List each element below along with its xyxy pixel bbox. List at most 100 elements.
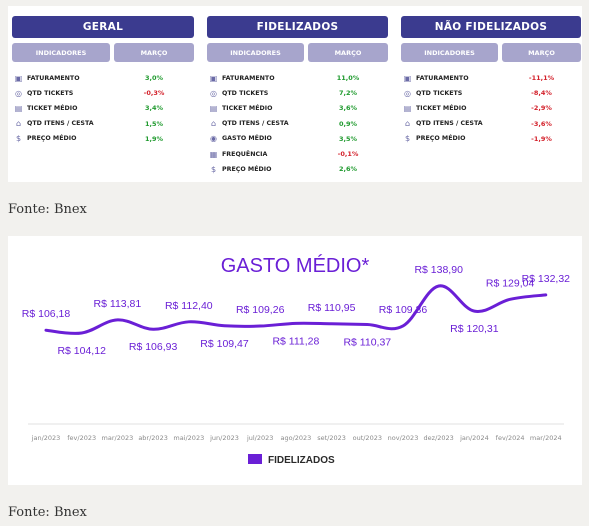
data-label: R$ 111,28	[272, 335, 319, 347]
table-row: ▣ FATURAMENTO	[401, 71, 498, 85]
table-row: ◎ QTD TICKETS	[401, 86, 498, 100]
indicator-value: 3,6%	[338, 104, 358, 113]
x-tick-label: jul/2023	[246, 434, 273, 442]
receipt-icon: ▤	[403, 103, 412, 113]
indicator-label: TICKET MÉDIO	[416, 104, 467, 112]
table-title: GERAL	[12, 16, 194, 38]
table-title: NÃO FIDELIZADOS	[401, 16, 581, 38]
data-label: R$ 120,31	[450, 323, 499, 335]
indicator-value: 1,5%	[144, 119, 164, 128]
coins-icon: ◉	[210, 134, 217, 144]
x-tick-label: mar/2024	[530, 434, 562, 442]
indicator-value: -11,1%	[528, 74, 555, 82]
indicator-value: -2,9%	[531, 104, 552, 113]
legend-label: FIDELIZADOS	[268, 455, 335, 466]
x-tick-label: mai/2023	[173, 434, 204, 442]
indicator-label: FATURAMENTO	[27, 74, 80, 82]
data-label: R$ 113,81	[94, 298, 142, 310]
indicator-label: TICKET MÉDIO	[222, 104, 273, 112]
table-row: ◎ QTD TICKETS	[12, 86, 110, 100]
indicator-label: PREÇO MÉDIO	[416, 135, 466, 143]
table-row: ▣ FATURAMENTO	[12, 71, 110, 85]
indicator-value: 0,9%	[338, 119, 358, 128]
x-tick-label: nov/2023	[388, 434, 419, 442]
indicator-label: QTD ITENS / CESTA	[222, 120, 289, 128]
indicator-label: QTD TICKETS	[27, 89, 74, 97]
source-note-2: Fonte: Bnex	[8, 505, 87, 520]
table-row: ⌂ QTD ITENS / CESTA	[12, 117, 110, 131]
money-bag-icon: ▣	[403, 73, 412, 83]
table-row: ▤ TICKET MÉDIO	[207, 101, 304, 115]
column-header-indicadores: INDICADORES	[207, 43, 304, 62]
source-note-1: Fonte: Bnex	[8, 202, 87, 217]
indicator-label: PREÇO MÉDIO	[222, 165, 272, 173]
indicator-label: FATURAMENTO	[222, 74, 275, 82]
data-label: R$ 112,40	[165, 300, 213, 312]
indicator-label: FREQUÊNCIA	[222, 150, 268, 158]
column-header-month: MARÇO	[308, 43, 388, 62]
indicator-table-0: GERAL INDICADORES MARÇO ▣ FATURAMENTO 3,0% ◎ QT…	[12, 16, 194, 181]
money-bag-icon: ▣	[14, 73, 23, 83]
indicator-label: FATURAMENTO	[416, 74, 469, 82]
indicator-value: -1,9%	[531, 134, 552, 143]
indicator-label: QTD ITENS / CESTA	[416, 120, 483, 128]
column-header-month: MARÇO	[502, 43, 581, 62]
data-label: R$ 110,37	[343, 337, 391, 349]
indicator-value: -8,4%	[531, 89, 552, 98]
money-bag-icon: ▣	[209, 73, 218, 83]
dollar-icon: $	[15, 134, 22, 144]
x-tick-label: abr/2023	[138, 434, 168, 442]
data-label: R$ 110,95	[308, 302, 356, 314]
table-row: ▦ FREQUÊNCIA	[207, 147, 304, 161]
x-tick-label: fev/2023	[67, 434, 96, 442]
x-tick-label: fev/2024	[496, 434, 525, 442]
table-row: ◎ QTD TICKETS	[207, 86, 304, 100]
table-row: ⌂ QTD ITENS / CESTA	[401, 117, 498, 131]
dollar-icon: $	[210, 164, 217, 174]
table-row: ⌂ QTD ITENS / CESTA	[207, 117, 304, 131]
x-tick-label: jun/2023	[209, 434, 239, 442]
x-tick-label: mar/2023	[102, 434, 134, 442]
legend-swatch	[248, 454, 262, 464]
table-title: FIDELIZADOS	[207, 16, 388, 38]
column-header-month: MARÇO	[114, 43, 194, 62]
table-row: ◉ GASTO MÉDIO	[207, 132, 304, 146]
dollar-icon: $	[404, 134, 411, 144]
x-tick-label: ago/2023	[280, 434, 311, 442]
data-label: R$ 106,18	[22, 308, 71, 320]
x-tick-label: set/2023	[317, 434, 346, 442]
ticket-icon: ◎	[15, 88, 22, 98]
cart-icon: ⌂	[15, 119, 22, 129]
indicator-value: 7,2%	[338, 89, 358, 98]
indicator-value: 3,4%	[144, 104, 164, 113]
indicator-table-2: NÃO FIDELIZADOS INDICADORES MARÇO ▣ FATURAME…	[401, 16, 581, 181]
data-label: R$ 109,26	[236, 304, 285, 316]
chart-card: GASTO MÉDIO* R$ 106,18 R$ 104,12 R$ 113,81 R…	[8, 236, 582, 485]
indicator-value: -0,1%	[337, 150, 359, 158]
indicator-label: QTD ITENS / CESTA	[27, 120, 94, 128]
x-tick-label: jan/2024	[459, 434, 489, 442]
cart-icon: ⌂	[404, 119, 411, 129]
indicator-label: PREÇO MÉDIO	[27, 135, 77, 143]
indicator-table-1: FIDELIZADOS INDICADORES MARÇO ▣ FATURAMENTO 1…	[207, 16, 388, 181]
data-label: R$ 106,93	[129, 341, 178, 353]
table-row: ▤ TICKET MÉDIO	[401, 101, 498, 115]
indicator-value: -3,6%	[531, 119, 552, 128]
data-label: R$ 138,90	[414, 264, 463, 276]
data-label: R$ 129,04	[486, 277, 535, 289]
indicator-label: TICKET MÉDIO	[27, 104, 78, 112]
data-label: R$ 104,12	[57, 345, 106, 357]
indicator-label: QTD TICKETS	[416, 89, 463, 97]
indicator-value: 3,5%	[338, 134, 358, 143]
receipt-icon: ▤	[14, 103, 23, 113]
table-row: ▤ TICKET MÉDIO	[12, 101, 110, 115]
indicator-value: 1,9%	[144, 134, 164, 143]
gasto-medio-chart: GASTO MÉDIO* R$ 106,18 R$ 104,12 R$ 113,81 R…	[22, 254, 570, 466]
ticket-icon: ◎	[210, 88, 217, 98]
cart-icon: ⌂	[210, 119, 217, 129]
column-header-indicadores: INDICADORES	[12, 43, 110, 62]
indicator-value: 2,6%	[338, 165, 358, 174]
chart-title: GASTO MÉDIO*	[221, 254, 370, 277]
indicator-label: GASTO MÉDIO	[222, 135, 272, 143]
ticket-icon: ◎	[404, 88, 411, 98]
